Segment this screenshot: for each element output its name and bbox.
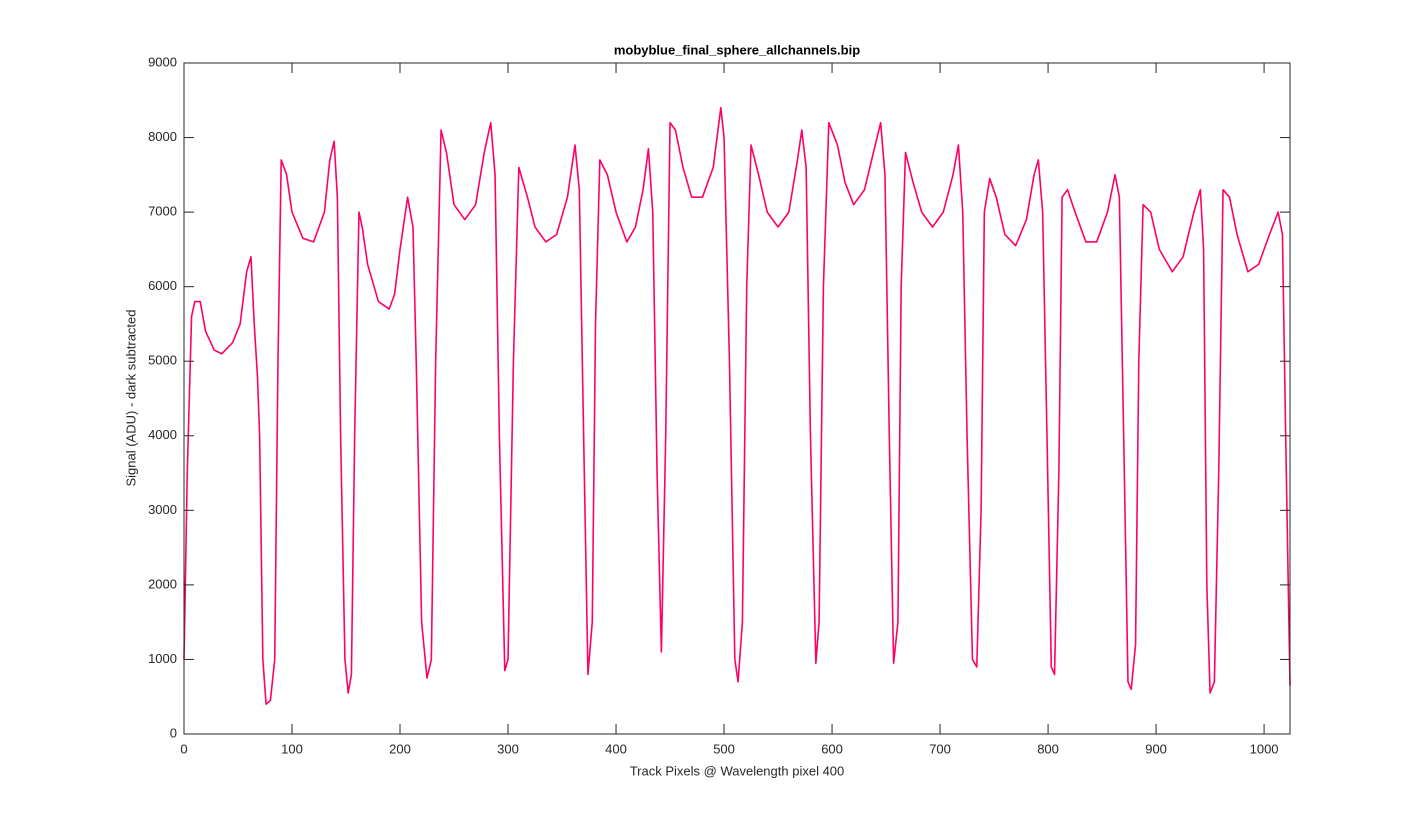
x-tick-label: 100 — [281, 741, 303, 756]
x-tick-label: 0 — [180, 741, 187, 756]
chart-title: mobyblue_final_sphere_allchannels.bip — [614, 42, 860, 57]
y-tick-label: 2000 — [148, 576, 177, 591]
y-tick-label: 9000 — [148, 54, 177, 69]
y-tick-label: 6000 — [148, 278, 177, 293]
y-tick-label: 5000 — [148, 353, 177, 368]
y-tick-label: 7000 — [148, 204, 177, 219]
data-line — [183, 106, 1291, 705]
x-tick-label: 600 — [821, 741, 843, 756]
axes-box — [183, 62, 1291, 735]
x-axis-label: Track Pixels @ Wavelength pixel 400 — [630, 763, 845, 778]
x-tick-label: 200 — [389, 741, 411, 756]
x-tick-label: 800 — [1037, 741, 1059, 756]
y-tick-label: 4000 — [148, 427, 177, 442]
y-axis-label: Signal (ADU) - dark subtracted — [123, 309, 138, 486]
x-tick-label: 1000 — [1250, 741, 1279, 756]
y-tick-label: 3000 — [148, 502, 177, 517]
y-tick-label: 8000 — [148, 129, 177, 144]
x-tick-label: 700 — [929, 741, 951, 756]
y-tick-label: 0 — [170, 725, 177, 740]
x-tick-label: 300 — [497, 741, 519, 756]
x-tick-label: 500 — [713, 741, 735, 756]
y-tick-label: 1000 — [148, 651, 177, 666]
x-tick-label: 400 — [605, 741, 627, 756]
x-tick-label: 900 — [1145, 741, 1167, 756]
